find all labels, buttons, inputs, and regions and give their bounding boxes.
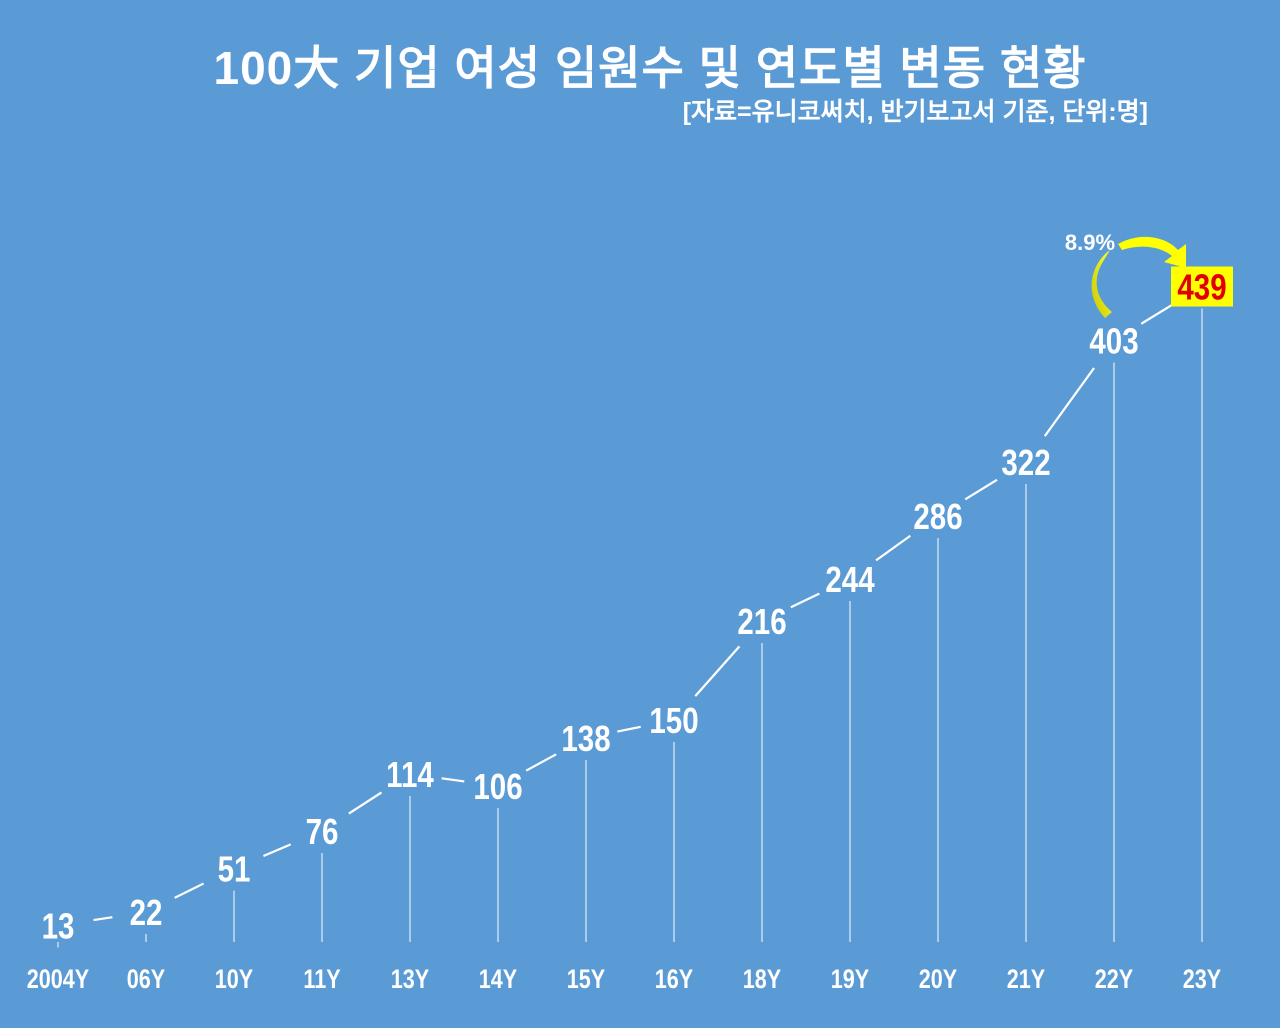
- x-tick-label: 13Y: [391, 965, 429, 995]
- chart-title: 100大 기업 여성 임원수 및 연도별 변동 현황: [213, 42, 1087, 94]
- data-label: 76: [306, 811, 339, 851]
- x-tick-label: 10Y: [215, 965, 253, 995]
- series-segment: [1140, 303, 1174, 325]
- series-segment: [790, 592, 820, 609]
- x-tick-label: 06Y: [127, 965, 165, 995]
- series-segment: [93, 916, 113, 922]
- x-tick-label: 21Y: [1007, 965, 1045, 995]
- x-tick-label: 16Y: [655, 965, 693, 995]
- chart-subtitle: [자료=유니코써치, 반기보고서 기준, 단위:명]: [682, 98, 1148, 126]
- series-segment: [525, 753, 557, 772]
- x-tick-label: 22Y: [1095, 965, 1133, 995]
- data-label: 216: [737, 601, 786, 641]
- series-segment: [964, 478, 998, 501]
- data-label: 150: [649, 700, 698, 740]
- series-segment: [263, 843, 292, 857]
- series-segment: [441, 777, 465, 783]
- series-segment: [617, 725, 641, 733]
- data-label: 286: [913, 496, 962, 536]
- data-label: 403: [1089, 321, 1138, 361]
- series-segment: [1043, 367, 1095, 437]
- series-segment: [875, 534, 911, 562]
- growth-rate-label: 8.9%: [1065, 230, 1115, 255]
- series-segment: [174, 882, 205, 899]
- data-label: 114: [386, 754, 434, 794]
- series-segment: [348, 791, 383, 815]
- data-label: 13: [42, 906, 75, 946]
- x-tick-label: 19Y: [831, 965, 869, 995]
- x-tick-label: 11Y: [303, 965, 340, 995]
- data-label: 439: [1177, 267, 1226, 307]
- data-label: 106: [473, 766, 522, 806]
- data-label: 244: [825, 559, 875, 599]
- data-label: 51: [218, 849, 251, 889]
- growth-arrow-icon: [1118, 236, 1186, 268]
- x-tick-label: 15Y: [567, 965, 605, 995]
- x-tick-label: 20Y: [919, 965, 957, 995]
- x-tick-label: 14Y: [479, 965, 517, 995]
- data-label: 138: [561, 718, 610, 758]
- highlight-box: [1171, 266, 1233, 307]
- data-label: 322: [1001, 442, 1050, 482]
- series-segment: [694, 645, 741, 697]
- data-label: 22: [130, 892, 163, 932]
- growth-arc: [1091, 250, 1112, 318]
- x-tick-label: 23Y: [1183, 965, 1221, 995]
- x-tick-label: 2004Y: [27, 965, 89, 995]
- x-tick-label: 18Y: [743, 965, 781, 995]
